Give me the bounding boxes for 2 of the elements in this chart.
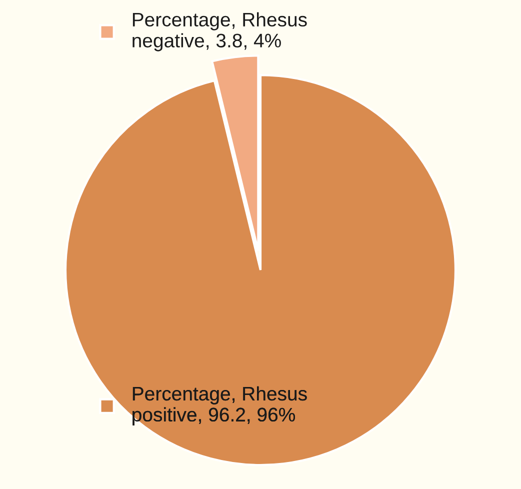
legend-label: Percentage, Rhesus negative, 3.8, 4% (132, 12, 307, 52)
legend-label: Percentage, Rhesus positive, 96.2, 96% (132, 386, 307, 426)
